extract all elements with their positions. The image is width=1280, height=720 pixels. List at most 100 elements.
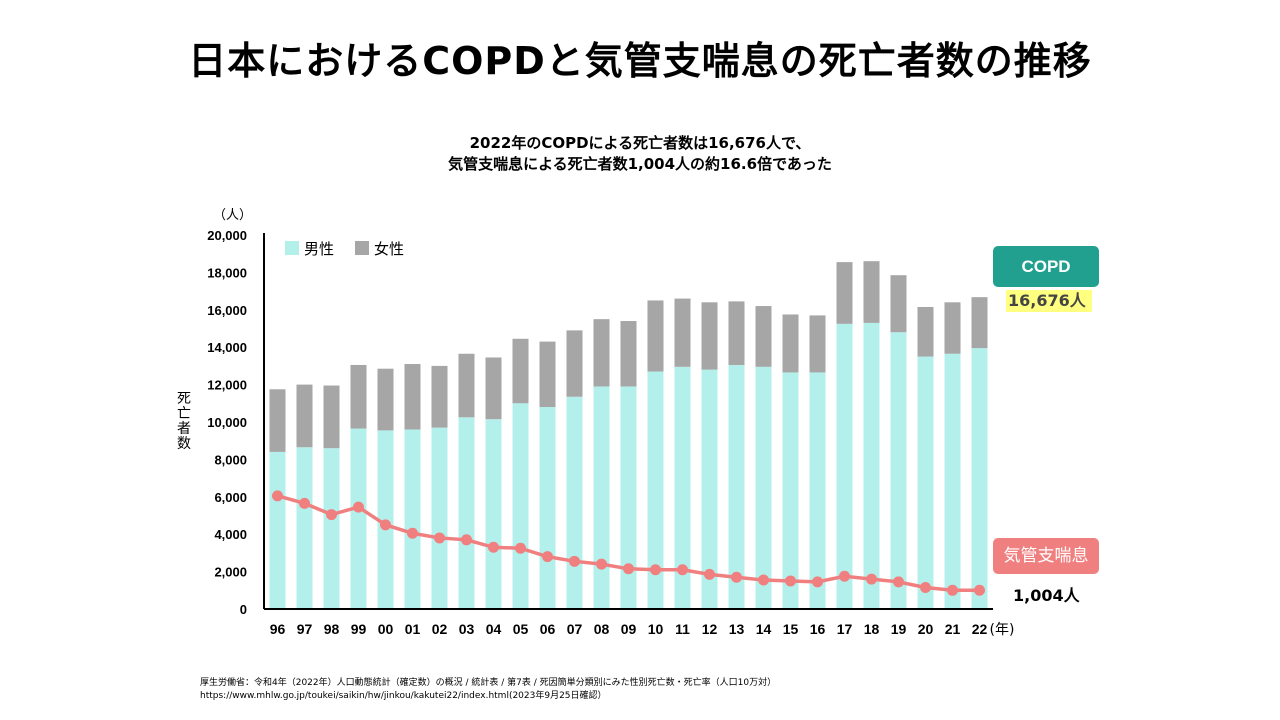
bar-female-16: [809, 315, 826, 373]
bar-female-01: [404, 364, 421, 430]
y-tick-label: 8,000: [214, 452, 247, 467]
x-tick-label: 98: [324, 621, 340, 637]
bar-male-20: [917, 356, 934, 609]
bar-female-06: [539, 341, 556, 408]
bar-female-03: [458, 353, 475, 418]
bar-male-04: [485, 419, 502, 609]
bar-male-17: [836, 323, 853, 609]
asthma-point-22: [974, 584, 985, 596]
x-tick-label: 02: [432, 621, 448, 637]
asthma-point-06: [542, 551, 553, 563]
asthma-point-96: [272, 490, 283, 502]
bar-female-17: [836, 262, 853, 324]
bar-male-19: [890, 332, 907, 609]
bar-male-99: [350, 428, 367, 609]
x-tick-label: 20: [918, 621, 934, 637]
asthma-point-15: [785, 575, 796, 587]
x-tick-label: 16: [810, 621, 826, 637]
y-tick-label: 6,000: [214, 490, 247, 505]
asthma-point-14: [758, 574, 769, 586]
bar-male-11: [674, 366, 691, 609]
x-tick-label: 05: [513, 621, 529, 637]
asthma-point-05: [515, 542, 526, 554]
x-tick-label: 00: [378, 621, 394, 637]
bar-male-12: [701, 369, 718, 609]
bar-female-96: [269, 389, 286, 452]
bar-male-18: [863, 322, 880, 609]
x-tick-label: 19: [891, 621, 907, 637]
x-axis-unit: (年): [990, 622, 1015, 638]
bar-female-13: [728, 301, 745, 365]
asthma-point-17: [839, 570, 850, 582]
x-tick-label: 03: [459, 621, 475, 637]
asthma-point-98: [326, 509, 337, 521]
asthma-point-08: [596, 558, 607, 570]
asthma-point-99: [353, 501, 364, 513]
bar-female-09: [620, 321, 637, 387]
asthma-point-19: [893, 576, 904, 588]
bar-female-22: [971, 297, 988, 349]
bar-male-13: [728, 364, 745, 609]
x-tick-label: 15: [783, 621, 799, 637]
bar-male-02: [431, 427, 448, 609]
y-tick-label: 2,000: [214, 565, 247, 580]
bar-male-15: [782, 372, 799, 609]
bar-male-16: [809, 372, 826, 609]
y-tick-label: 16,000: [207, 303, 247, 318]
x-tick-label: 13: [729, 621, 745, 637]
y-axis-label: 死亡者数: [177, 391, 191, 452]
asthma-label-badge: 気管支喘息: [993, 538, 1099, 574]
bar-male-14: [755, 366, 772, 609]
bar-female-14: [755, 306, 772, 367]
bar-male-03: [458, 417, 475, 609]
bar-female-02: [431, 365, 448, 428]
asthma-point-10: [650, 564, 661, 576]
x-tick-label: 96: [270, 621, 286, 637]
bar-male-97: [296, 447, 313, 609]
bar-male-05: [512, 403, 529, 609]
x-tick-label: 21: [945, 621, 961, 637]
asthma-point-00: [380, 519, 391, 531]
asthma-point-07: [569, 555, 580, 567]
y-tick-label: 4,000: [214, 527, 247, 542]
x-tick-label: 17: [837, 621, 853, 637]
x-tick-label: 18: [864, 621, 880, 637]
bar-female-98: [323, 385, 340, 449]
chart-subtitle: 2022年のCOPDによる死亡者数は16,676人で、 気管支喘息による死亡者数…: [0, 133, 1280, 175]
bar-male-96: [269, 451, 286, 609]
x-tick-label: 09: [621, 621, 637, 637]
bar-male-06: [539, 407, 556, 609]
bar-male-01: [404, 429, 421, 609]
y-tick-label: 20,000: [207, 228, 247, 243]
subtitle-line-2: 気管支喘息による死亡者数1,004人の約16.6倍であった: [448, 155, 832, 173]
source-url: https://www.mhlw.go.jp/toukei/saikin/hw/…: [200, 691, 607, 701]
bar-female-21: [944, 302, 961, 354]
x-tick-label: 01: [405, 621, 421, 637]
bar-male-07: [566, 396, 583, 609]
x-tick-label: 12: [702, 621, 718, 637]
asthma-point-01: [407, 527, 418, 539]
bar-female-11: [674, 298, 691, 367]
bar-female-15: [782, 314, 799, 373]
x-tick-label: 04: [486, 621, 502, 637]
bar-female-05: [512, 338, 529, 404]
x-tick-label: 14: [756, 621, 772, 637]
asthma-point-21: [947, 584, 958, 596]
bar-male-21: [944, 353, 961, 609]
x-tick-label: 97: [297, 621, 313, 637]
y-tick-label: 12,000: [207, 378, 247, 393]
bar-female-07: [566, 330, 583, 397]
x-tick-label: 10: [648, 621, 664, 637]
bar-female-99: [350, 364, 367, 429]
subtitle-line-1: 2022年のCOPDによる死亡者数は16,676人で、: [469, 134, 811, 152]
x-tick-label: 99: [351, 621, 367, 637]
asthma-point-11: [677, 564, 688, 576]
legend-label-female: 女性: [374, 240, 404, 258]
bar-female-10: [647, 300, 664, 372]
bar-female-04: [485, 357, 502, 420]
bar-male-22: [971, 348, 988, 609]
legend-label-male: 男性: [304, 240, 334, 258]
asthma-point-20: [920, 581, 931, 593]
bar-female-00: [377, 368, 394, 431]
